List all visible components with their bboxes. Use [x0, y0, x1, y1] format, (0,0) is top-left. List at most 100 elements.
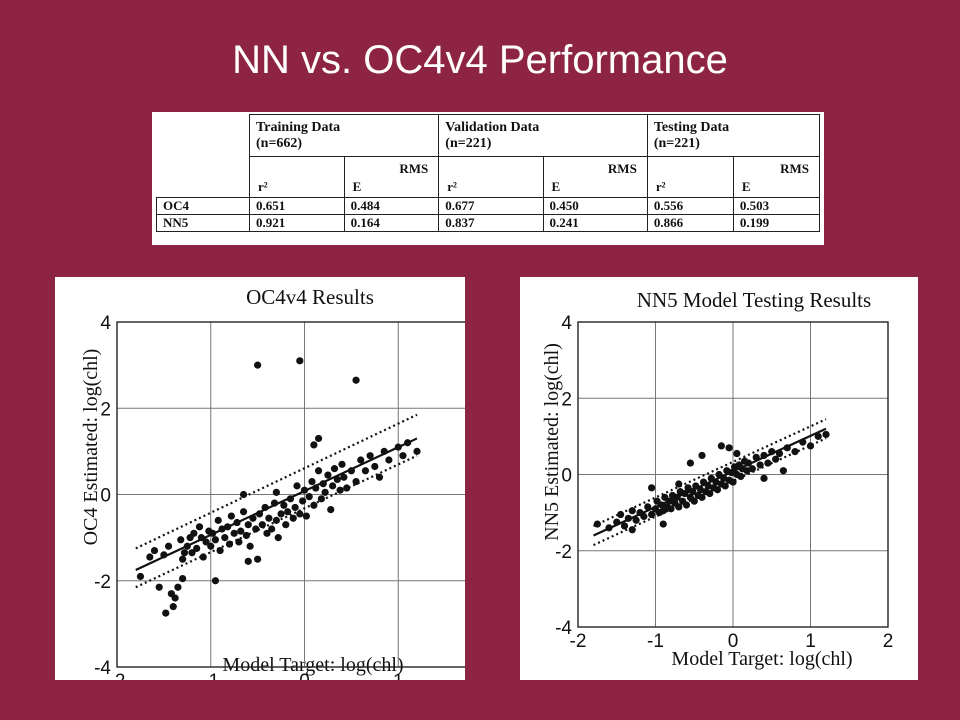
data-point: [268, 525, 276, 533]
data-point: [225, 540, 234, 548]
data-point: [352, 376, 360, 384]
data-point: [822, 430, 830, 439]
y-axis-label: NN5 Estimated: log(chl): [541, 343, 563, 541]
col-header-r2: r²: [646, 156, 734, 198]
data-point: [361, 467, 370, 475]
data-point: [188, 549, 196, 557]
data-point: [321, 488, 329, 496]
data-point: [249, 514, 257, 522]
data-point: [164, 542, 173, 550]
col-header-r2: r²: [249, 156, 345, 198]
y-tick-label: -2: [555, 542, 572, 563]
data-point: [160, 551, 168, 559]
data-point: [347, 467, 355, 475]
data-point: [193, 544, 201, 553]
data-point: [681, 489, 689, 498]
data-point: [352, 477, 360, 486]
x-axis-label: Model Target: log(chl): [671, 648, 852, 670]
nn5-scatter-chart: NN5 Model Testing Results Model Target: …: [541, 288, 893, 670]
data-point: [314, 467, 323, 475]
y-tick-label: 4: [100, 313, 111, 334]
data-point: [327, 505, 335, 514]
data-point: [255, 510, 264, 518]
col-header-rms: RMS E: [732, 156, 821, 198]
x-tick-label: -1: [647, 631, 664, 652]
data-point: [385, 456, 393, 464]
data-point: [237, 527, 245, 535]
data-point: [675, 480, 683, 488]
data-point: [296, 510, 304, 518]
data-point: [375, 473, 384, 481]
group-header-validation: Validation Data (n=221): [438, 114, 648, 157]
data-point: [628, 507, 636, 515]
data-point: [207, 542, 215, 550]
data-point: [324, 471, 332, 479]
data-point: [274, 534, 282, 542]
data-point: [814, 432, 822, 440]
data-point: [620, 522, 629, 530]
performance-table-panel: Training Data (n=662) Validation Data (n…: [152, 112, 824, 245]
data-point: [617, 510, 625, 519]
data-point: [791, 448, 799, 456]
data-point: [300, 486, 309, 494]
x-tick-label: 1: [805, 631, 816, 652]
data-point: [209, 529, 217, 537]
table-cell: 0.677: [438, 197, 544, 215]
data-point: [317, 495, 325, 503]
data-point: [235, 538, 243, 546]
data-point: [180, 549, 189, 557]
table-cell: 0.450: [542, 197, 648, 215]
data-point: [270, 499, 279, 507]
data-point: [713, 486, 722, 494]
data-point: [330, 465, 339, 473]
data-point: [254, 361, 262, 369]
data-point: [291, 503, 299, 512]
data-point: [282, 521, 290, 529]
data-point: [733, 449, 741, 458]
data-point: [756, 461, 764, 469]
data-point: [179, 574, 187, 583]
data-point: [211, 536, 220, 544]
data-point: [768, 448, 776, 456]
data-point: [772, 455, 780, 463]
data-point: [404, 439, 412, 447]
table-row: OC4 0.651 0.484 0.677 0.450 0.556 0.503: [156, 197, 821, 215]
data-point: [310, 441, 318, 449]
data-point: [314, 434, 323, 443]
data-point: [413, 447, 421, 455]
data-point: [371, 462, 379, 471]
y-tick-label: 2: [561, 389, 572, 410]
data-point: [659, 520, 667, 528]
data-point: [338, 460, 346, 468]
data-point: [632, 516, 640, 524]
data-point: [779, 467, 787, 475]
data-point: [214, 516, 222, 524]
data-point: [727, 468, 736, 477]
x-tick-label: -2: [570, 631, 587, 652]
chart-title: OC4v4 Results: [246, 285, 374, 309]
data-point: [239, 490, 248, 499]
upper-bound-line: [135, 413, 418, 550]
table-cell: 0.651: [249, 197, 345, 215]
data-point: [760, 474, 768, 482]
y-tick-label: -2: [94, 572, 111, 593]
table-cell: 0.866: [646, 214, 734, 232]
x-tick-label: 0: [728, 631, 739, 652]
data-point: [720, 474, 728, 482]
data-point: [258, 521, 266, 529]
data-point: [624, 514, 632, 522]
data-point: [197, 534, 205, 542]
data-point: [286, 495, 295, 503]
data-point: [696, 486, 705, 494]
data-point: [239, 508, 248, 516]
data-point: [230, 529, 238, 537]
data-point: [218, 525, 226, 533]
data-point: [199, 553, 207, 561]
table-cell: 0.484: [343, 197, 440, 215]
data-point: [333, 475, 341, 484]
data-point: [195, 523, 204, 531]
data-point: [648, 484, 656, 492]
performance-table: Training Data (n=662) Validation Data (n…: [156, 114, 821, 232]
data-point: [399, 452, 407, 460]
data-point: [227, 512, 235, 520]
